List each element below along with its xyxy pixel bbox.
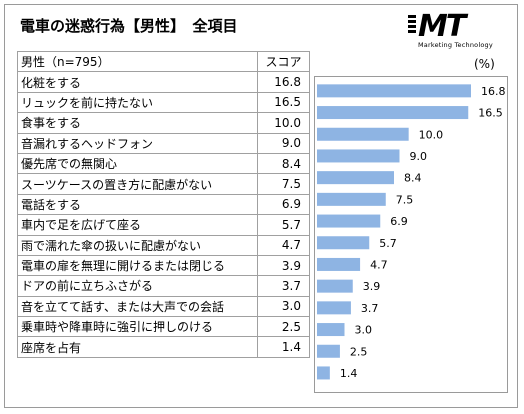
table-row: ドアの前に立ちふさがる 3.7: [17, 275, 310, 297]
table-row: 食事をする 10.0: [17, 112, 310, 134]
chart-frame: [4, 4, 518, 408]
row-label: 音を立てて話す、または大声での会話: [17, 295, 258, 318]
bar-value-label: 3.0: [355, 324, 373, 337]
chart-plot-area: [314, 76, 508, 393]
row-label: 食事をする: [17, 112, 258, 134]
score-table: 男性（n=795） スコア 化粧をする 16.8 リュックを前に持たない 16.5 食事…: [17, 50, 310, 358]
row-score: 5.7: [257, 214, 310, 236]
row-score: 16.8: [257, 71, 310, 93]
row-score: 2.5: [257, 316, 310, 338]
row-score: 16.5: [257, 91, 310, 114]
row-label: 優先席での無関心: [17, 152, 258, 175]
bar: [317, 171, 394, 185]
row-score: 7.5: [257, 173, 310, 195]
table-row: リュックを前に持たない 16.5: [17, 91, 310, 114]
unit-label: (%): [474, 57, 495, 71]
row-score: 3.9: [257, 254, 310, 277]
bar: [317, 279, 353, 293]
bar-value-label: 16.5: [478, 107, 503, 120]
table-row: 化粧をする 16.8: [17, 71, 310, 93]
row-label: スーツケースの置き方に配慮がない: [17, 173, 258, 195]
bar-value-label: 3.9: [363, 280, 381, 293]
bar: [317, 323, 345, 337]
bar: [317, 127, 409, 141]
table-row: 座席を占有 1.4: [17, 336, 310, 358]
bar-value-label: 10.0: [419, 128, 444, 141]
table-row: 音を立てて話す、または大声での会話 3.0: [17, 295, 310, 318]
bar: [317, 192, 386, 206]
table-row: 雨で濡れた傘の扱いに配慮がない 4.7: [17, 234, 310, 256]
bar: [317, 214, 381, 228]
row-label: 車内で足を広げて座る: [17, 214, 258, 236]
bar: [317, 257, 361, 271]
row-label: 座席を占有: [17, 336, 258, 358]
logo-bars: [408, 15, 416, 39]
row-label: ドアの前に立ちふさがる: [17, 275, 258, 297]
table-row: 車内で足を広げて座る 5.7: [17, 214, 310, 236]
bar-value-label: 6.9: [390, 215, 408, 228]
table-row: スーツケースの置き方に配慮がない 7.5: [17, 173, 310, 195]
bar-value-label: 1.4: [340, 367, 358, 380]
bar-value-label: 2.5: [350, 345, 368, 358]
bar: [317, 149, 400, 163]
table-row: 電車の扉を無理に開けるまたは閉じる 3.9: [17, 254, 310, 277]
bar: [317, 84, 471, 98]
bar-chart: 16.8 16.5 10.0 9.0 8.4 7.5 6.9 5.7 4.7 3.9 3.7 3.0 2…: [317, 84, 506, 380]
header-label: 男性（n=795）: [17, 50, 258, 73]
table-body: 化粧をする 16.8 リュックを前に持たない 16.5 食事をする 10.0 音漏れするヘッ…: [17, 71, 310, 358]
bar: [317, 366, 330, 380]
row-score: 4.7: [257, 234, 310, 256]
page-title: 電車の迷惑行為【男性】 全項目: [20, 17, 238, 35]
logo-subtext: Marketing Technology: [418, 41, 493, 49]
row-label: 電車の扉を無理に開けるまたは閉じる: [17, 254, 258, 277]
bar-value-label: 5.7: [379, 237, 397, 250]
bar: [317, 344, 340, 358]
bar-value-label: 3.7: [361, 302, 379, 315]
bar-value-label: 9.0: [410, 150, 428, 163]
table-row: 音漏れするヘッドフォン 9.0: [17, 132, 310, 154]
row-score: 3.7: [257, 275, 310, 297]
row-label: リュックを前に持たない: [17, 91, 258, 114]
row-score: 10.0: [257, 112, 310, 134]
bar-value-label: 7.5: [396, 193, 414, 206]
logo-text: MT: [418, 9, 466, 44]
bar: [317, 236, 370, 250]
bar: [317, 106, 469, 120]
header-score: スコア: [257, 50, 310, 73]
table-row: 電話をする 6.9: [17, 193, 310, 216]
row-label: 音漏れするヘッドフォン: [17, 132, 258, 154]
row-score: 1.4: [257, 336, 310, 358]
bar-value-label: 4.7: [370, 258, 387, 271]
table-row: 乗車時や降車時に強引に押しのける 2.5: [17, 316, 310, 338]
bar: [317, 301, 351, 315]
bar-value-label: 16.8: [481, 85, 506, 98]
row-score: 9.0: [257, 132, 310, 154]
row-score: 3.0: [257, 295, 310, 318]
row-label: 電話をする: [17, 193, 258, 216]
bar-value-label: 8.4: [404, 172, 422, 185]
row-label: 乗車時や降車時に強引に押しのける: [17, 316, 258, 338]
row-label: 雨で濡れた傘の扱いに配慮がない: [17, 234, 258, 256]
row-score: 8.4: [257, 152, 310, 175]
row-score: 6.9: [257, 193, 310, 216]
row-label: 化粧をする: [17, 71, 258, 93]
table-row: 優先席での無関心 8.4: [17, 152, 310, 175]
table-header-row: 男性（n=795） スコア: [17, 50, 310, 73]
mt-logo: MT Marketing Technology: [408, 9, 504, 49]
